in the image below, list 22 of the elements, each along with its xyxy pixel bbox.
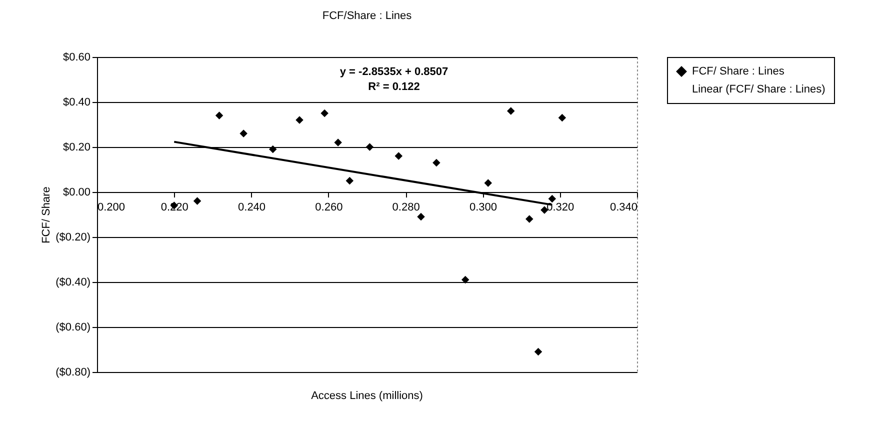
annotation: y = -2.8535x + 0.8507 (340, 66, 448, 78)
y-tick-label: ($0.40) (56, 276, 90, 288)
x-tick-label: 0.200 (98, 202, 126, 214)
y-tick-label: $0.40 (62, 96, 90, 108)
x-axis-title: Access Lines (millions) (311, 390, 423, 402)
x-tick-label: 0.300 (469, 202, 497, 214)
y-axis-title: FCF/ Share (40, 186, 53, 244)
chart-title: FCF/Share : Lines (322, 10, 412, 22)
annotation: R² = 0.122 (368, 81, 420, 93)
y-tick-label: ($0.60) (56, 322, 90, 334)
y-tick-label: $0.20 (62, 142, 90, 154)
x-tick-label: 0.280 (392, 202, 420, 214)
x-tick-label: 0.340 (610, 202, 638, 214)
text: Linear (FCF/ Share : Lines) (692, 84, 826, 96)
legend-label: FCF/ Share : Lines (692, 66, 785, 78)
x-tick-label: 0.260 (315, 202, 343, 214)
x-tick-label: 0.240 (238, 202, 266, 214)
y-tick-label: ($0.80) (56, 366, 90, 378)
y-tick-label: ($0.20) (56, 232, 90, 244)
x-tick-label: 0.320 (546, 202, 574, 214)
y-tick-label: $0.60 (62, 52, 90, 64)
y-tick-label: $0.00 (62, 186, 90, 198)
